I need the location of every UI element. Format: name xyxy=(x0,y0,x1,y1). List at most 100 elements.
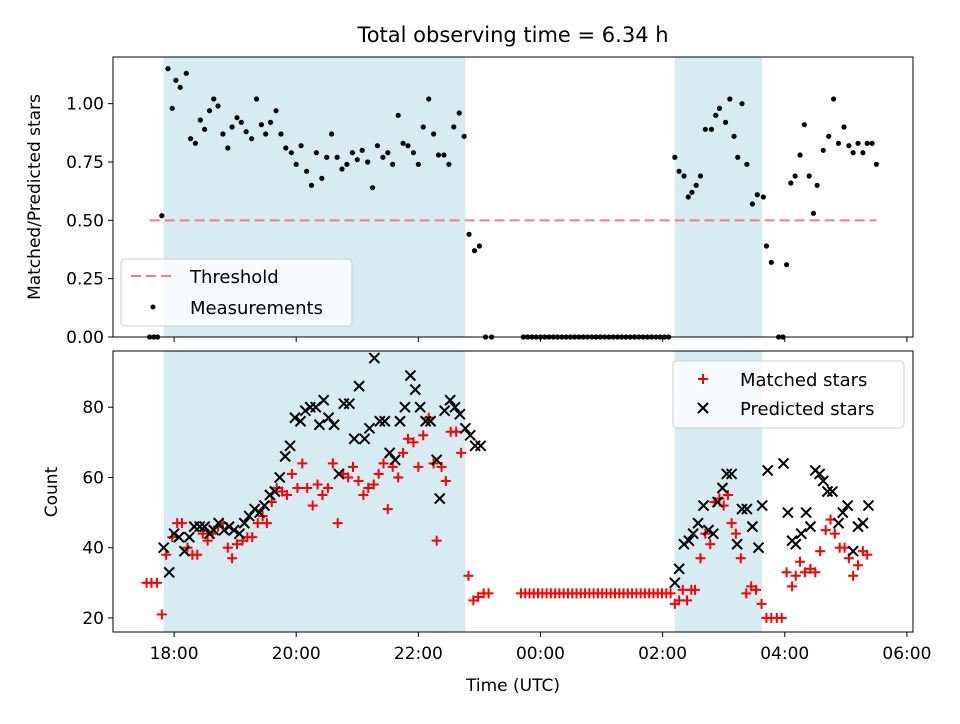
predicted-star-point xyxy=(173,531,185,543)
matched-star-point xyxy=(167,532,178,543)
legend-matched-label: Matched stars xyxy=(740,370,867,391)
measurement-point xyxy=(471,248,478,254)
predicted-star-point-b xyxy=(736,503,748,515)
matched-star-point xyxy=(741,588,752,599)
predicted-star-point-b xyxy=(725,468,738,480)
predicted-star-point-b xyxy=(243,510,255,522)
matched-star-point xyxy=(815,546,826,557)
x-tick-label: 06:00 xyxy=(882,644,931,664)
matched-star-point xyxy=(332,518,343,529)
measurement-point xyxy=(183,70,189,76)
predicted-star-point xyxy=(233,527,246,540)
measurement-point xyxy=(234,115,240,121)
matched-star-point xyxy=(322,482,333,493)
measurement-point xyxy=(826,133,832,139)
matched-star-point xyxy=(327,458,338,469)
predicted-star-point-b xyxy=(756,499,768,512)
predicted-star-point xyxy=(821,485,834,498)
bottom-y-axis-label: Count xyxy=(42,466,62,517)
y-tick-label: 0.50 xyxy=(66,211,104,231)
predicted-star-point xyxy=(279,450,291,463)
measurement-point xyxy=(797,152,803,158)
matched-star-point xyxy=(418,430,429,441)
predicted-star-point-b xyxy=(731,538,743,550)
predicted-star-point xyxy=(379,415,391,427)
matched-star-point xyxy=(483,588,494,599)
measurement-point xyxy=(869,140,875,146)
matched-star-point xyxy=(677,584,688,595)
predicted-star-point xyxy=(716,482,729,494)
predicted-star-point-b xyxy=(322,412,335,424)
y-tick-label: 20 xyxy=(82,609,104,629)
predicted-star-point-b xyxy=(358,433,371,445)
measurement-point xyxy=(841,124,847,130)
measurement-point xyxy=(850,150,856,156)
predicted-star-point xyxy=(746,520,759,533)
measurement-point xyxy=(461,133,467,139)
measurement-point xyxy=(197,117,203,123)
measurement-point xyxy=(431,131,437,137)
measurement-point xyxy=(739,101,745,107)
predicted-star-point-b xyxy=(761,464,774,477)
predicted-star-point-b xyxy=(294,415,307,427)
measurement-point xyxy=(814,182,820,188)
matched-star-point xyxy=(378,458,389,469)
matched-star-point xyxy=(413,461,424,472)
predicted-star-point-b xyxy=(348,433,360,445)
measurement-point xyxy=(365,159,371,165)
predicted-star-point-b xyxy=(374,415,386,427)
matched-star-point xyxy=(398,447,409,458)
predicted-star-point-b xyxy=(238,517,251,529)
y-tick-label: 40 xyxy=(82,539,104,559)
predicted-star-point-b xyxy=(790,538,802,550)
matched-star-point xyxy=(695,553,706,564)
predicted-star-point-b xyxy=(424,415,437,427)
matched-star-point xyxy=(714,493,725,504)
matched-star-point xyxy=(781,567,792,578)
measurement-point xyxy=(835,140,842,146)
matched-star-point xyxy=(682,595,693,606)
bottom-legend: Matched stars Predicted stars xyxy=(672,360,905,429)
measurement-point xyxy=(359,147,365,153)
measurement-point xyxy=(855,140,861,146)
matched-star-point xyxy=(829,528,840,539)
measurement-point xyxy=(238,119,244,125)
matched-star-point xyxy=(227,553,238,564)
matched-star-point xyxy=(231,539,242,550)
predicted-star-point xyxy=(409,383,421,396)
bottom-shaded-intervals xyxy=(163,351,763,632)
bottom-legend-box xyxy=(672,360,905,429)
measurement-point xyxy=(426,96,432,102)
top-y-axis-ticks: 0.00 0.25 0.50 0.75 1.00 xyxy=(66,95,113,348)
matched-star-point xyxy=(312,479,323,490)
measurement-point xyxy=(722,119,729,125)
predicted-star-point-b xyxy=(832,517,845,529)
matched-star-point xyxy=(343,472,354,483)
measurement-point xyxy=(873,161,879,167)
measurement-point xyxy=(846,143,852,149)
predicted-star-point-b xyxy=(394,415,406,427)
matched-star-point xyxy=(787,581,798,592)
measurement-point xyxy=(173,77,179,83)
predicted-star-point xyxy=(837,506,849,519)
measurement-point xyxy=(215,103,221,109)
top-panel-frame xyxy=(112,56,914,338)
predicted-star-point xyxy=(419,415,432,427)
measurement-point xyxy=(768,259,774,265)
measurement-point xyxy=(410,150,417,156)
measurement-point xyxy=(693,182,699,188)
predicted-stars-series xyxy=(157,352,875,589)
predicted-star-point xyxy=(736,503,748,515)
predicted-star-point xyxy=(711,496,724,508)
measurement-point xyxy=(319,175,325,181)
matched-star-point xyxy=(463,570,474,581)
predicted-star-point xyxy=(841,499,854,512)
bottom-x-axis-ticks: 18:00 20:00 22:00 00:00 02:00 04:00 06:00 xyxy=(150,632,931,664)
predicted-star-point-b xyxy=(317,394,330,406)
predicted-star-point-b xyxy=(430,454,443,466)
matched-star-point xyxy=(177,518,188,529)
predicted-star-point xyxy=(238,517,251,529)
predicted-star-point xyxy=(353,380,365,392)
measurement-point xyxy=(390,161,396,167)
predicted-star-point xyxy=(343,397,356,410)
